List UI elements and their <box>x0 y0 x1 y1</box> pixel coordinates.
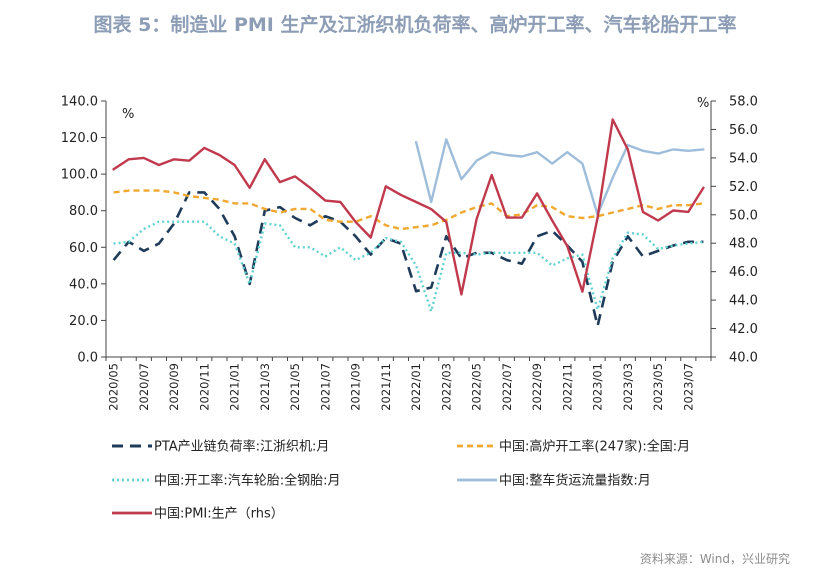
x-tick-label: 2023/07 <box>681 363 695 411</box>
y-right-tick-label: 46.0 <box>729 265 758 280</box>
y-axis-right: 40.0 42.0 44.0 46.0 48.0 50.0 52.0 54.0 56.0 58.0… <box>697 95 758 366</box>
x-tick-label: 2022/03 <box>439 363 453 411</box>
x-tick-label: 2020/05 <box>107 363 121 411</box>
source-note: 资料来源：Wind，兴业研究 <box>639 552 790 566</box>
y-right-tick-label: 50.0 <box>729 208 758 223</box>
x-tick-label: 2021/01 <box>228 363 242 411</box>
y-left-tick-label: 140.0 <box>61 95 98 110</box>
x-tick-label: 2022/01 <box>409 363 423 411</box>
series-line-blast <box>113 189 704 231</box>
y-left-tick-label: 120.0 <box>61 131 98 146</box>
series-line-tire <box>113 220 704 313</box>
y-left-tick-label: 100.0 <box>61 168 98 183</box>
y-right-tick-label: 58.0 <box>729 95 758 110</box>
x-tick-label: 2023/05 <box>651 363 665 411</box>
chart-title: 图表 5：制造业 PMI 生产及江浙织机负荷率、高炉开工率、汽车轮胎开工率 <box>93 14 737 36</box>
series-line-pta <box>112 191 704 328</box>
y-right-tick-label: 42.0 <box>729 322 758 337</box>
x-tick-label: 2022/07 <box>500 363 514 411</box>
y-right-tick-label: 52.0 <box>729 180 758 195</box>
y-right-tick-label: 54.0 <box>729 151 758 166</box>
x-tick-label: 2021/05 <box>288 363 302 411</box>
y-right-tick-label: 48.0 <box>729 237 758 252</box>
y-axis-left: 0.0 20.0 40.0 60.0 80.0 100.0 120.0 140.0% <box>61 95 135 366</box>
y-left-tick-label: 40.0 <box>69 277 98 292</box>
x-tick-label: 2020/07 <box>137 363 151 411</box>
x-tick-label: 2021/07 <box>318 363 332 411</box>
y-left-tick-label: 20.0 <box>69 314 98 329</box>
series-line-freight <box>414 138 705 216</box>
x-tick-label: 2022/05 <box>470 363 484 411</box>
x-tick-label: 2023/03 <box>621 363 635 411</box>
x-tick-label: 2021/09 <box>349 363 363 411</box>
x-tick-label: 2020/09 <box>167 363 181 411</box>
x-tick-label: 2020/11 <box>197 363 211 411</box>
x-tick-label: 2021/03 <box>258 363 272 411</box>
x-tick-label: 2022/11 <box>560 363 574 411</box>
y-right-tick-label: 40.0 <box>729 351 758 366</box>
legend-label-freight: 中国:整车货运流量指数:月 <box>499 473 651 489</box>
y-left-tick-label: 60.0 <box>69 241 98 256</box>
legend-label-pta: PTA产业链负荷率:江浙织机:月 <box>154 439 329 455</box>
y-right-tick-label: 56.0 <box>729 123 758 138</box>
x-tick-label: 2021/11 <box>379 363 393 411</box>
series-lines <box>112 118 705 328</box>
legend: PTA产业链负荷率:江浙织机:月 中国:高炉开工率(247家):全国:月中国:开工… <box>112 439 690 522</box>
legend-label-pmi: 中国:PMI:生产（rhs） <box>154 507 284 522</box>
series-line-pmi <box>112 118 705 296</box>
legend-label-blast: 中国:高炉开工率(247家):全国:月 <box>499 439 690 455</box>
legend-label-tire: 中国:开工率:汽车轮胎:全钢胎:月 <box>154 473 341 489</box>
y-left-tick-label: 80.0 <box>69 204 98 219</box>
x-axis: 2020/05 2020/07 2020/09 2020/11 2021/01 2021/… <box>105 357 712 411</box>
x-tick-label: 2022/09 <box>530 363 544 411</box>
x-tick-label: 2023/01 <box>591 363 605 411</box>
y-left-tick-label: 0.0 <box>77 351 98 366</box>
y-right-tick-label: 44.0 <box>729 294 758 309</box>
y-right-unit: % <box>697 96 709 111</box>
y-left-unit: % <box>122 107 134 122</box>
